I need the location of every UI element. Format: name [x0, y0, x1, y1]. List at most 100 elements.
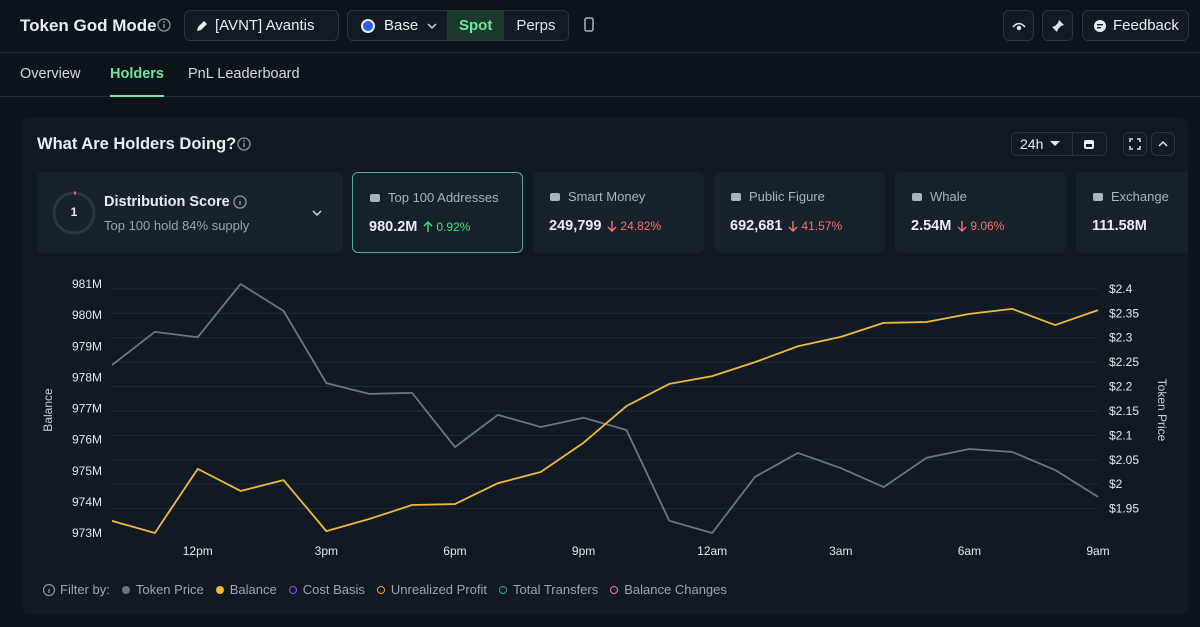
legend-item[interactable]: Total Transfers	[499, 582, 598, 597]
metric-label: Exchange	[1111, 189, 1169, 204]
legend-dot	[610, 585, 619, 594]
metric-change-text: 41.57%	[801, 219, 843, 233]
panel-title: What Are Holders Doing?	[37, 135, 237, 153]
metric-card[interactable]: Smart Money 249,799 24.82%	[533, 172, 704, 253]
metric-change: 9.06%	[957, 219, 1004, 233]
info-icon	[237, 137, 251, 151]
info-icon	[233, 195, 247, 209]
metric-value: 980.2M 0.92%	[369, 219, 470, 235]
metric-change-text: 9.06%	[970, 219, 1005, 233]
metric-number: 980.2M	[369, 219, 418, 235]
metric-label: Smart Money	[568, 189, 646, 204]
expand-button[interactable]	[1123, 132, 1147, 156]
metric-number: 249,799	[549, 218, 602, 234]
metric-value: 249,799 24.82%	[549, 218, 661, 234]
holders-panel: What Are Holders Doing? 24h 1 Distributi…	[22, 117, 1188, 615]
metric-label: Whale	[930, 189, 967, 204]
legend-dot	[288, 585, 297, 594]
metric-icon	[912, 193, 922, 201]
trend-arrow	[423, 221, 433, 232]
metric-card[interactable]: Exchange 111.58M	[1076, 172, 1188, 253]
chain-name: Base	[384, 17, 419, 34]
metric-card[interactable]: Top 100 Addresses 980.2M 0.92%	[352, 172, 523, 253]
metric-label: Public Figure	[749, 189, 825, 204]
info-icon	[157, 18, 171, 32]
legend-label: Balance	[229, 582, 277, 597]
legend: Filter by: Token Price Balance Cost Basis U…	[42, 582, 739, 597]
pencil-icon	[197, 20, 207, 31]
feedback-label: Feedback	[1113, 17, 1179, 34]
score-value: 1	[70, 205, 78, 219]
legend-item[interactable]: Balance	[215, 582, 277, 597]
legend-dot	[215, 585, 224, 594]
metric-change: 41.57%	[788, 219, 842, 233]
metric-icon	[731, 193, 741, 201]
caret	[1050, 141, 1061, 146]
info-icon	[42, 583, 56, 596]
tab[interactable]: Holders	[110, 66, 164, 97]
metric-card[interactable]: Whale 2.54M 9.06%	[895, 172, 1066, 253]
metric-value: 111.58M	[1092, 218, 1147, 234]
metric-number: 2.54M	[911, 218, 952, 234]
metric-card[interactable]: Public Figure 692,681 41.57%	[714, 172, 885, 253]
mode-group: Base Spot Perps	[347, 10, 569, 41]
score-gauge	[52, 191, 96, 235]
watch-button[interactable]	[1003, 10, 1034, 41]
token-name: [AVNT] Avantis	[215, 17, 315, 34]
eye-icon	[1011, 22, 1026, 30]
feedback-button[interactable]: Feedback	[1082, 10, 1189, 41]
trend-arrow	[788, 221, 798, 232]
tab[interactable]: Overview	[20, 66, 81, 82]
legend-label: Cost Basis	[302, 582, 365, 597]
legend-label: Total Transfers	[513, 582, 599, 597]
legend-label: Unrealized Profit	[390, 582, 487, 597]
trend-arrow	[607, 221, 617, 232]
trend-arrow	[957, 221, 967, 232]
calendar-icon[interactable]	[1083, 138, 1095, 150]
metric-change-text: 0.92%	[436, 220, 471, 234]
legend-item[interactable]: Cost Basis	[288, 582, 365, 597]
range-select[interactable]: 24h	[1011, 132, 1107, 156]
metric-change: 0.92%	[423, 220, 470, 234]
mode-tab[interactable]: Spot	[447, 11, 505, 40]
metric-value: 2.54M 9.06%	[911, 218, 1004, 234]
legend-dot	[499, 585, 507, 594]
legend-label: Balance Changes	[624, 582, 727, 597]
filter-label: Filter by:	[60, 582, 110, 597]
mode-tab[interactable]: Perps	[516, 17, 556, 34]
chevron-up	[1158, 140, 1168, 147]
metric-change: 24.82%	[607, 219, 661, 233]
metric-number: 692,681	[730, 218, 783, 234]
chain-icon	[361, 18, 375, 33]
metric-label: Top 100 Addresses	[388, 190, 499, 205]
token-button[interactable]: [AVNT] Avantis	[184, 10, 339, 41]
legend-label: Token Price	[135, 582, 204, 597]
top-bar: Token God Mode [AVNT] Avantis Base Spot P…	[0, 0, 1200, 53]
chat-icon	[1094, 19, 1106, 32]
score-label: Distribution Score	[104, 194, 230, 210]
device-icon[interactable]	[583, 17, 595, 33]
score-summary: Top 100 hold 84% supply	[104, 218, 250, 233]
tab-bar: Overview Holders PnL Leaderboard	[0, 52, 1200, 97]
legend-item[interactable]: Token Price	[121, 582, 204, 597]
chain-select[interactable]: Base	[348, 17, 447, 34]
legend-item[interactable]: Unrealized Profit	[376, 582, 487, 597]
metric-change-text: 24.82%	[620, 219, 662, 233]
collapse-button[interactable]	[1151, 132, 1175, 156]
metric-value: 692,681 41.57%	[730, 218, 842, 234]
legend-item[interactable]: Balance Changes	[610, 582, 727, 597]
legend-dot	[121, 585, 130, 594]
metric-icon	[550, 193, 560, 201]
metric-number: 111.58M	[1092, 218, 1147, 234]
metric-icon	[1093, 193, 1103, 201]
chevron	[427, 22, 437, 29]
metric-icon	[370, 194, 380, 202]
pin-button[interactable]	[1042, 10, 1073, 41]
pin-icon	[1051, 19, 1064, 32]
tab[interactable]: PnL Leaderboard	[188, 66, 300, 82]
legend-dot	[376, 585, 385, 594]
app-title: Token God Mode	[20, 16, 157, 35]
distribution-card[interactable]: 1 Distribution Score Top 100 hold 84% su…	[37, 172, 343, 253]
range-label: 24h	[1020, 136, 1044, 152]
